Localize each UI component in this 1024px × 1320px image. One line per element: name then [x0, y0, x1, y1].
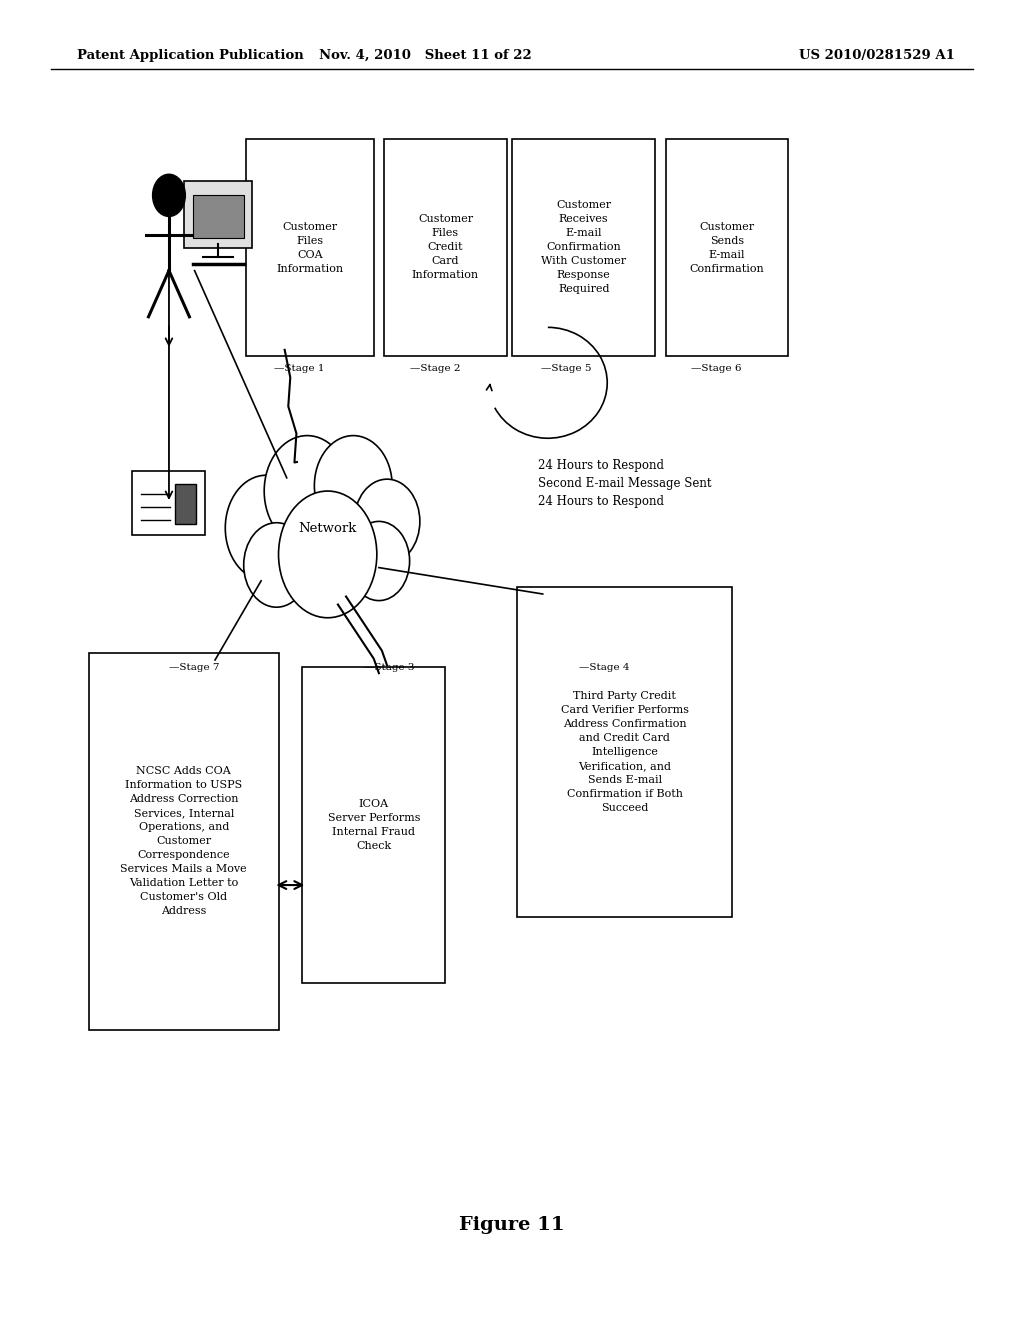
- FancyBboxPatch shape: [512, 139, 655, 356]
- Text: Third Party Credit
Card Verifier Performs
Address Confirmation
and Credit Card
I: Third Party Credit Card Verifier Perform…: [561, 692, 688, 813]
- FancyBboxPatch shape: [384, 139, 507, 356]
- Circle shape: [225, 475, 307, 581]
- FancyBboxPatch shape: [666, 139, 788, 356]
- Text: US 2010/0281529 A1: US 2010/0281529 A1: [799, 49, 954, 62]
- FancyBboxPatch shape: [302, 667, 445, 983]
- Text: Network: Network: [298, 521, 357, 535]
- Circle shape: [314, 436, 392, 536]
- Text: Customer
Files
COA
Information: Customer Files COA Information: [276, 222, 343, 273]
- Text: Figure 11: Figure 11: [459, 1216, 565, 1234]
- Circle shape: [153, 174, 185, 216]
- Text: Nov. 4, 2010   Sheet 11 of 22: Nov. 4, 2010 Sheet 11 of 22: [318, 49, 531, 62]
- FancyBboxPatch shape: [246, 139, 374, 356]
- Text: Customer
Files
Credit
Card
Information: Customer Files Credit Card Information: [412, 214, 479, 281]
- FancyBboxPatch shape: [132, 471, 205, 535]
- FancyBboxPatch shape: [175, 484, 196, 524]
- FancyBboxPatch shape: [193, 195, 244, 238]
- Text: Patent Application Publication: Patent Application Publication: [77, 49, 303, 62]
- FancyBboxPatch shape: [517, 587, 732, 917]
- Text: —Stage 6: —Stage 6: [691, 364, 741, 374]
- Text: ICOA
Server Performs
Internal Fraud
Check: ICOA Server Performs Internal Fraud Chec…: [328, 799, 420, 851]
- Circle shape: [244, 523, 309, 607]
- Circle shape: [348, 521, 410, 601]
- Text: —Stage 3: —Stage 3: [364, 663, 414, 672]
- Circle shape: [264, 436, 350, 546]
- Text: —Stage 1: —Stage 1: [274, 364, 325, 374]
- Circle shape: [279, 491, 377, 618]
- Text: Customer
Receives
E-mail
Confirmation
With Customer
Response
Required: Customer Receives E-mail Confirmation Wi…: [541, 201, 627, 294]
- Text: —Stage 5: —Stage 5: [541, 364, 591, 374]
- Circle shape: [354, 479, 420, 564]
- Text: 24 Hours to Respond
Second E-mail Message Sent
24 Hours to Respond: 24 Hours to Respond Second E-mail Messag…: [538, 459, 711, 508]
- FancyBboxPatch shape: [89, 653, 279, 1030]
- Text: —Stage 7: —Stage 7: [169, 663, 219, 672]
- Text: —Stage 2: —Stage 2: [410, 364, 460, 374]
- Text: Customer
Sends
E-mail
Confirmation: Customer Sends E-mail Confirmation: [690, 222, 764, 273]
- FancyBboxPatch shape: [184, 181, 252, 248]
- Text: —Stage 4: —Stage 4: [579, 663, 629, 672]
- Text: NCSC Adds COA
Information to USPS
Address Correction
Services, Internal
Operatio: NCSC Adds COA Information to USPS Addres…: [121, 767, 247, 916]
